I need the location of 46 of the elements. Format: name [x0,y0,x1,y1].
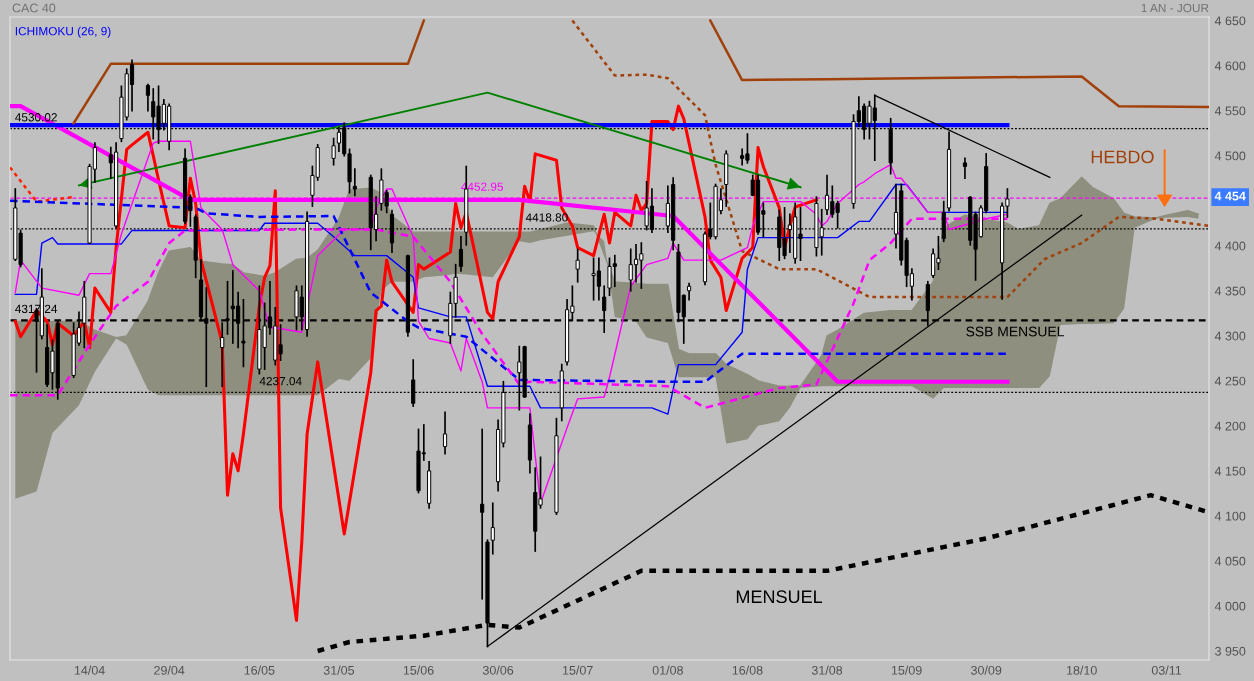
y-tick-label: 4 300 [1214,331,1246,341]
candlestick [331,137,336,166]
y-tick-label: 4 200 [1214,421,1246,431]
y-tick-label: 4 500 [1214,151,1246,161]
x-tick-label: 18/10 [1066,665,1097,675]
x-tick-label: 31/08 [811,665,843,675]
x-tick-label: 16/05 [244,665,275,675]
candlestick [480,428,485,600]
chart-title: CAC 40 [12,3,56,13]
annotation: MENSUEL [736,590,823,604]
text: 1 AN - JOUR [1141,3,1209,13]
x-tick-label: 16/08 [732,665,763,675]
candlestick [962,157,968,180]
y-tick-label: 4 100 [1214,511,1246,521]
y-tick-label: 4 150 [1214,466,1246,476]
candlestick [687,282,692,301]
line-series [571,19,1209,299]
candlestick [458,235,464,272]
y-tick-label: 4 000 [1214,601,1246,611]
y-tick-label: 3 950 [1215,646,1246,656]
x-tick-label: 30/09 [971,665,1002,675]
candlestick [352,168,357,197]
candlestick [490,502,495,555]
x-tick-label: 30/06 [482,665,514,675]
y-tick-label: 4 400 [1214,241,1246,251]
x-tick-label: 01/08 [652,665,683,675]
x-tick-label: 15/07 [562,665,593,675]
y-tick-label: 4 550 [1214,106,1246,116]
annotation: 4 454 [1214,191,1246,201]
candlestick [442,411,448,455]
x-tick-label: 03/11 [1151,665,1182,675]
y-tick-label: 4 050 [1214,556,1246,566]
y-tick-label: 4 250 [1214,376,1246,386]
annotation: HEBDO [1091,150,1154,164]
candlestick [575,248,580,283]
candlestick [145,83,151,112]
y-tick-label: 4 650 [1214,16,1246,26]
y-tick-label: 4 600 [1214,61,1246,71]
x-tick-label: 15/06 [403,665,434,675]
y-tick-label: 4 350 [1214,286,1246,296]
text: ICHIMOKU (26, 9) [15,26,111,38]
x-tick-label: 14/04 [74,665,105,675]
x-tick-label: 31/05 [323,665,355,675]
x-tick-label: 15/09 [891,665,922,675]
annotation: SSB MENSUEL [966,326,1064,337]
x-tick-label: 29/04 [154,665,185,675]
